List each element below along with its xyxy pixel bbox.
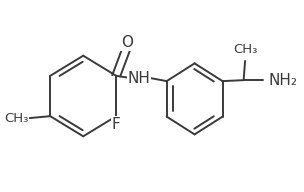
Text: F: F [112, 117, 121, 132]
Text: CH₃: CH₃ [233, 43, 257, 56]
Text: NH: NH [127, 71, 150, 86]
Text: CH₃: CH₃ [4, 112, 28, 125]
Text: O: O [121, 35, 133, 50]
Text: NH₂: NH₂ [268, 73, 298, 88]
